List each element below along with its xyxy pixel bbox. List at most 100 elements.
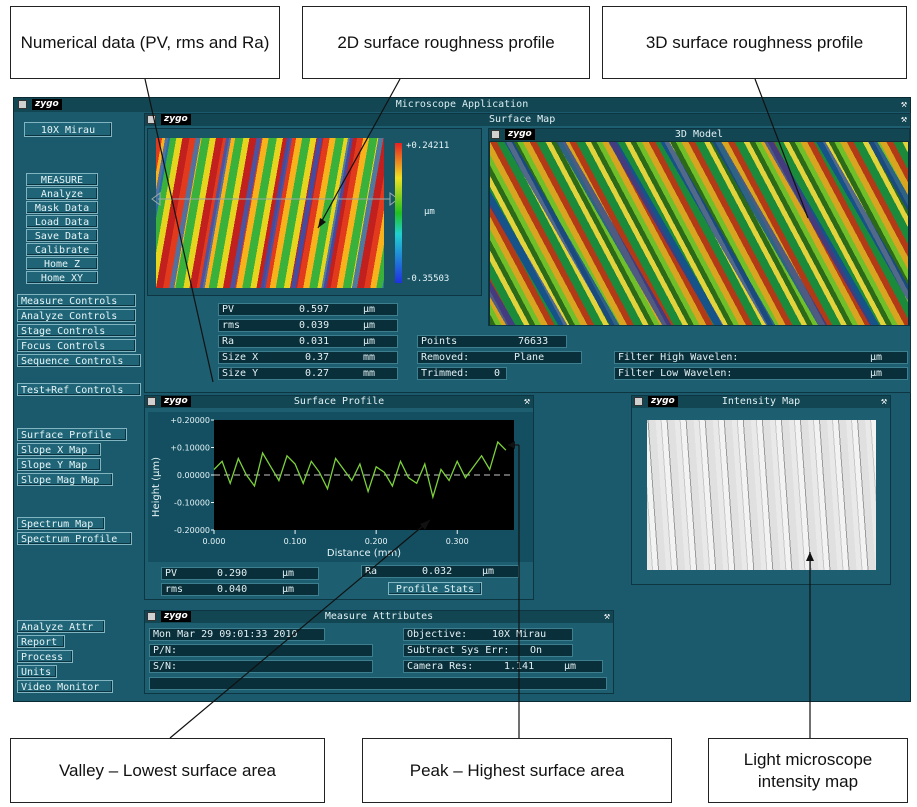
report-button[interactable]: Report: [17, 635, 65, 648]
notes-field[interactable]: [149, 677, 607, 690]
objective-field: Objective: 10X Mirau: [403, 628, 573, 641]
sequence-controls-button[interactable]: Sequence Controls: [17, 354, 141, 367]
measure-controls-button[interactable]: Measure Controls: [17, 294, 136, 307]
save-data-button[interactable]: Save Data: [26, 229, 98, 242]
panel-menu-icon[interactable]: [147, 115, 156, 124]
3d-model-title-bar: zygo 3D Model: [489, 129, 909, 141]
y-tick-label: -0.10000: [174, 499, 210, 508]
colorbar-unit: µm: [424, 207, 435, 217]
microscope-application-window: Microscope Application zygo ⚒ 10X Mirau …: [13, 97, 911, 702]
callout-numerical-data: Numerical data (PV, rms and Ra): [10, 6, 280, 79]
y-tick-label: 0.00000: [177, 471, 210, 480]
analyze-button[interactable]: Analyze: [26, 187, 98, 200]
test-ref-controls-button[interactable]: Test+Ref Controls: [17, 383, 141, 396]
profile-cut-line[interactable]: [150, 189, 400, 209]
stage-controls-button[interactable]: Stage Controls: [17, 324, 136, 337]
colorbar-max: +0.24211: [406, 141, 450, 151]
date-field: Mon Mar 29 09:01:33 2010: [149, 628, 325, 641]
analyze-controls-button[interactable]: Analyze Controls: [17, 309, 136, 322]
3d-model-title: 3D Model: [674, 129, 724, 140]
measure-attributes-title-bar: zygo Measure Attributes ⚒: [145, 611, 613, 623]
surface-map-title: Surface Map: [489, 114, 556, 125]
surface-profile-title-bar: zygo Surface Profile ⚒: [145, 396, 533, 408]
camera-res-field: Camera Res: 1.141 µm: [403, 660, 603, 673]
x-tick-label: 0.000: [203, 537, 226, 546]
mask-data-button[interactable]: Mask Data: [26, 201, 98, 214]
profile-stats-button[interactable]: Profile Stats: [388, 582, 482, 595]
x-tick-label: 0.200: [365, 537, 388, 546]
calibrate-button[interactable]: Calibrate: [26, 243, 98, 256]
video-monitor-button[interactable]: Video Monitor: [17, 680, 113, 693]
surface-profile-chart[interactable]: +0.20000+0.100000.00000-0.10000-0.20000 …: [148, 412, 533, 562]
zygo-logo: zygo: [648, 396, 678, 407]
surface-profile-panel: zygo Surface Profile ⚒ +0.20000 +0.10000 0…: [144, 395, 534, 600]
panel-menu-icon[interactable]: [491, 130, 500, 139]
y-tick-label: +0.20000: [170, 416, 210, 425]
ra-field: Ra 0.031 µm: [218, 335, 398, 348]
y-axis-label: Height (µm): [151, 457, 162, 517]
units-button[interactable]: Units: [17, 665, 57, 678]
zygo-logo: zygo: [161, 396, 191, 407]
intensity-map-title-bar: zygo Intensity Map ⚒: [632, 396, 890, 408]
profile-pv-field: PV 0.290 µm: [161, 567, 319, 580]
surface-map-panel: zygo Surface Map ⚒ +0.24211 µm -0.35503 …: [144, 113, 911, 393]
size-x-field: Size X 0.37 mm: [218, 351, 398, 364]
intensity-map-panel: zygo Intensity Map ⚒: [631, 395, 891, 585]
spectrum-profile-button[interactable]: Spectrum Profile: [17, 532, 132, 545]
wrench-icon[interactable]: ⚒: [523, 396, 530, 407]
panel-menu-icon[interactable]: [634, 397, 643, 406]
trimmed-field: Trimmed: 0: [417, 367, 507, 380]
measure-attributes-title: Measure Attributes: [324, 611, 434, 622]
process-button[interactable]: Process: [17, 650, 73, 663]
surface-map-title-bar: zygo Surface Map ⚒: [145, 114, 910, 126]
filter-low-field: Filter Low Wavelen: µm: [614, 367, 908, 380]
2d-map-subpanel: +0.24211 µm -0.35503: [147, 128, 482, 296]
wrench-icon[interactable]: ⚒: [880, 396, 887, 407]
intensity-map-title: Intensity Map: [721, 396, 801, 407]
pv-field: PV 0.597 µm: [218, 303, 398, 316]
y-tick-label: +0.10000: [170, 444, 210, 453]
surface-profile-button[interactable]: Surface Profile: [17, 428, 127, 441]
removed-field: Removed: Plane: [417, 351, 582, 364]
intensity-map-image[interactable]: [647, 420, 876, 570]
panel-menu-icon[interactable]: [147, 397, 156, 406]
subtract-sys-err-field: Subtract Sys Err: On: [403, 644, 573, 657]
3d-surface-model[interactable]: [490, 142, 908, 325]
size-y-field: Size Y 0.27 mm: [218, 367, 398, 380]
measure-button[interactable]: MEASURE: [26, 173, 98, 186]
analyze-attr-button[interactable]: Analyze Attr: [17, 620, 105, 633]
wrench-icon[interactable]: ⚒: [603, 611, 610, 622]
app-title: Microscope Application: [395, 99, 529, 110]
home-xy-button[interactable]: Home XY: [26, 271, 98, 284]
3d-model-subpanel: zygo 3D Model: [488, 128, 910, 326]
measure-attributes-panel: zygo Measure Attributes ⚒ Mon Mar 29 09:…: [144, 610, 614, 694]
objective-button[interactable]: 10X Mirau: [24, 122, 112, 137]
load-data-button[interactable]: Load Data: [26, 215, 98, 228]
points-field: Points 76633: [417, 335, 567, 348]
filter-high-field: Filter High Wavelen: µm: [614, 351, 908, 364]
slope-x-map-button[interactable]: Slope X Map: [17, 443, 101, 456]
callout-valley: Valley – Lowest surface area: [10, 738, 325, 803]
wrench-icon[interactable]: ⚒: [900, 114, 907, 125]
y-tick-label: -0.20000: [174, 526, 210, 535]
profile-ra-field: Ra 0.032 µm: [361, 565, 519, 578]
callout-3d-profile: 3D surface roughness profile: [602, 6, 907, 79]
callout-peak: Peak – Highest surface area: [362, 738, 672, 803]
zygo-logo: zygo: [32, 99, 62, 110]
2d-surface-map[interactable]: [156, 138, 384, 288]
x-axis-label: Distance (mm): [327, 548, 401, 559]
callout-intensity: Light microscope intensity map: [708, 738, 908, 803]
slope-mag-map-button[interactable]: Slope Mag Map: [17, 473, 113, 486]
colorbar: [395, 143, 402, 283]
wrench-icon[interactable]: ⚒: [900, 99, 907, 110]
window-menu-icon[interactable]: [18, 100, 27, 109]
pn-field[interactable]: P/N:: [149, 644, 373, 657]
home-z-button[interactable]: Home Z: [26, 257, 98, 270]
sn-field[interactable]: S/N:: [149, 660, 373, 673]
panel-menu-icon[interactable]: [147, 612, 156, 621]
profile-series-line: [213, 440, 507, 500]
colorbar-min: -0.35503: [406, 274, 450, 284]
slope-y-map-button[interactable]: Slope Y Map: [17, 458, 101, 471]
focus-controls-button[interactable]: Focus Controls: [17, 339, 136, 352]
spectrum-map-button[interactable]: Spectrum Map: [17, 517, 105, 530]
